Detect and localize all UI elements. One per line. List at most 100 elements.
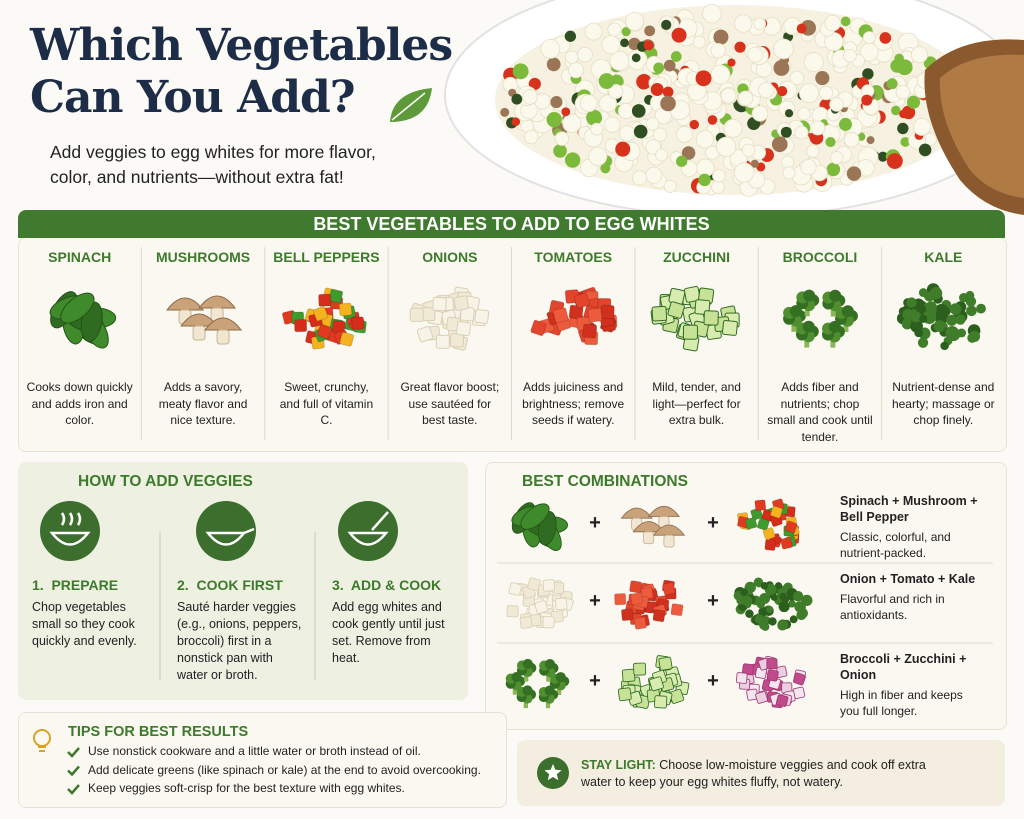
shape [872, 110, 886, 124]
shape [830, 105, 840, 114]
shape [565, 50, 579, 64]
shape [671, 27, 687, 43]
shape [898, 32, 919, 53]
shape [779, 55, 790, 65]
shape [741, 143, 756, 157]
shape [571, 92, 586, 107]
shape [637, 79, 649, 90]
shape [800, 20, 817, 36]
shape [762, 85, 777, 100]
shape [808, 130, 818, 140]
shape [528, 77, 541, 91]
shape [723, 118, 743, 138]
shape [834, 146, 852, 164]
shape [891, 105, 901, 116]
shape [791, 165, 812, 186]
shape [650, 172, 667, 189]
shape [794, 125, 809, 140]
shape [830, 151, 844, 165]
shape [635, 118, 656, 140]
shape [619, 125, 636, 142]
shape [799, 83, 819, 104]
shape [551, 96, 567, 112]
shape [755, 61, 773, 78]
vegetable-name: ONIONS [422, 249, 478, 265]
shape [715, 54, 735, 74]
shape [776, 136, 795, 155]
plate [444, 0, 1024, 218]
shape [596, 75, 616, 95]
tips-heading: TIPS FOR BEST RESULTS [68, 724, 249, 740]
shape [885, 149, 901, 164]
shape [747, 117, 761, 131]
shape [656, 105, 675, 124]
shape [842, 26, 864, 47]
plus-sign: + [707, 670, 719, 692]
shape [842, 41, 858, 56]
leaf-icon [390, 88, 432, 122]
shape [866, 136, 875, 145]
shape [776, 38, 792, 53]
shape [778, 100, 796, 118]
shape [916, 72, 934, 89]
shape [899, 50, 915, 66]
shape [663, 179, 677, 193]
combo-title: Onion + Tomato + Kale [840, 572, 976, 586]
shape [500, 107, 510, 117]
shape [824, 14, 841, 32]
shape [857, 146, 879, 168]
shape [650, 93, 670, 113]
shape [644, 25, 656, 37]
shape [745, 100, 761, 116]
shape [776, 122, 792, 137]
shape [859, 42, 879, 62]
shape [883, 80, 893, 91]
shape [733, 96, 750, 113]
shape [750, 110, 767, 126]
shape [861, 84, 875, 98]
shape [615, 104, 626, 115]
shape [858, 24, 873, 39]
shape [883, 82, 904, 103]
shape [851, 54, 865, 68]
shape [859, 107, 881, 128]
vegetable-description: Cooks down quickly and adds iron and col… [26, 380, 133, 427]
shape [607, 22, 622, 37]
shape [705, 145, 720, 160]
shape [716, 86, 731, 101]
shape [663, 59, 676, 72]
plus-sign: + [707, 512, 719, 534]
shape [905, 75, 921, 91]
shape [520, 119, 535, 133]
title-line: Which Vegetables [30, 20, 453, 71]
step-text: Chop vegetables small so they cook quick… [32, 600, 137, 648]
toast [924, 39, 1024, 215]
shape [855, 77, 873, 95]
shape [670, 16, 681, 27]
shape [844, 118, 863, 137]
shape [590, 110, 611, 131]
shape [590, 58, 612, 80]
shape [391, 92, 426, 121]
shape [750, 144, 767, 161]
shape [695, 130, 715, 149]
shape [856, 132, 866, 141]
shape [574, 79, 595, 100]
shape [906, 95, 921, 109]
shape [738, 137, 754, 152]
shape [615, 84, 635, 105]
shape [747, 170, 766, 189]
shape [680, 160, 698, 177]
shape [800, 28, 815, 42]
shape [773, 60, 790, 76]
shape [669, 151, 683, 165]
shape [829, 97, 844, 112]
shape [787, 119, 804, 137]
shape [715, 132, 727, 143]
shape [517, 85, 538, 106]
vegetable-name: TOMATOES [534, 249, 613, 265]
shape [826, 162, 841, 177]
shape [562, 113, 582, 133]
shape [827, 161, 845, 180]
shape [524, 129, 539, 145]
